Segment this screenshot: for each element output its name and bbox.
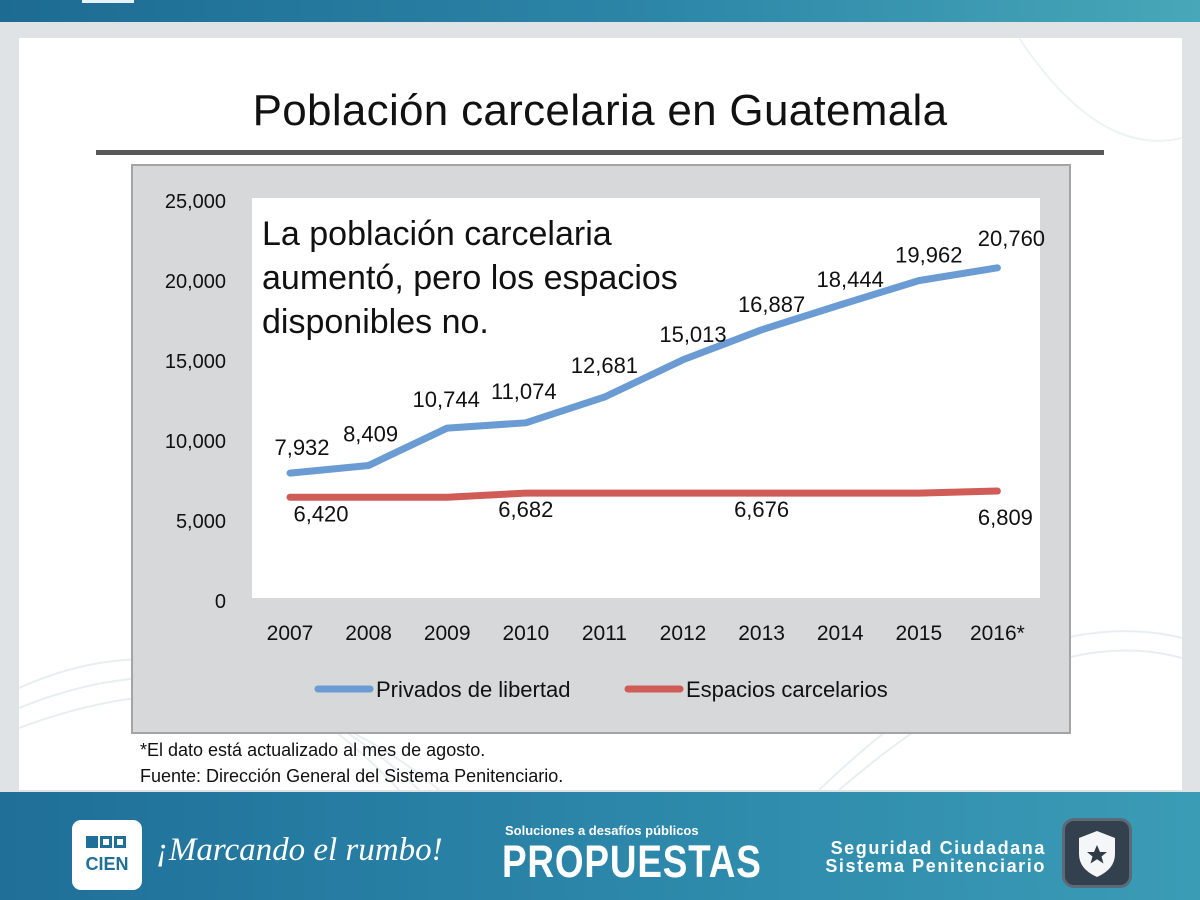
y-tick-label: 15,000 [165,351,226,373]
series-line-espacios [286,487,1001,501]
propuestas-logo: PROPUESTAS [502,836,762,887]
slide-title: Población carcelaria en Guatemala [252,86,948,135]
section-title: Seguridad Ciudadana [830,838,1046,858]
propuestas-subtitle: Soluciones a desafíos públicos [505,823,699,838]
data-label: 19,962 [895,243,962,268]
x-tick-label: 2012 [660,622,707,645]
data-label: 15,013 [659,322,726,347]
legend-label: Privados de libertad [376,677,570,702]
data-label: 10,744 [413,387,480,412]
x-tick-label: 2013 [738,622,785,645]
data-label: 18,444 [817,267,884,292]
data-label: 6,676 [734,497,789,522]
x-tick-label: 2015 [895,622,942,645]
legend-label: Espacios carcelarios [686,677,888,702]
top-band [0,0,1200,22]
data-label: 7,932 [274,435,329,460]
cien-logo: CIEN [72,820,142,890]
data-label: 8,409 [343,421,398,446]
x-tick-label: 2011 [582,622,627,645]
data-label: 20,760 [978,226,1045,251]
series-line-privados [286,264,1001,477]
y-tick-label: 25,000 [165,191,226,213]
data-label: 6,809 [978,505,1033,530]
x-tick-label: 2009 [424,622,471,645]
cien-logo-mark [86,836,128,850]
y-tick-label: 5,000 [176,511,226,533]
data-label: 6,420 [293,501,348,526]
footnote: *El dato está actualizado al mes de agos… [140,740,486,760]
data-label: 16,887 [738,292,805,317]
y-tick-label: 0 [215,591,226,613]
chart-annotation: La población carcelaria aumentó, pero lo… [262,215,678,341]
section-subtitle: Sistema Penitenciario [825,856,1046,876]
x-tick-label: 2016* [970,622,1025,645]
title-divider [96,150,1104,155]
y-tick-label: 20,000 [165,271,226,293]
x-tick-label: 2010 [502,622,549,645]
x-tick-label: 2007 [267,622,314,645]
plot-area [252,198,1040,598]
slogan: ¡Marcando el rumbo! [156,832,443,868]
top-tab [82,0,134,3]
footer-band [0,792,1200,900]
y-tick-label: 10,000 [165,431,226,453]
x-tick-label: 2014 [817,622,864,645]
cien-logo-text: CIEN [85,854,129,874]
data-label: 11,074 [491,379,557,404]
source-note: Fuente: Dirección General del Sistema Pe… [140,766,564,786]
x-tick-label: 2008 [345,622,392,645]
data-label: 6,682 [498,497,553,522]
shield-star-icon [1062,818,1132,888]
data-label: 12,681 [571,353,638,378]
